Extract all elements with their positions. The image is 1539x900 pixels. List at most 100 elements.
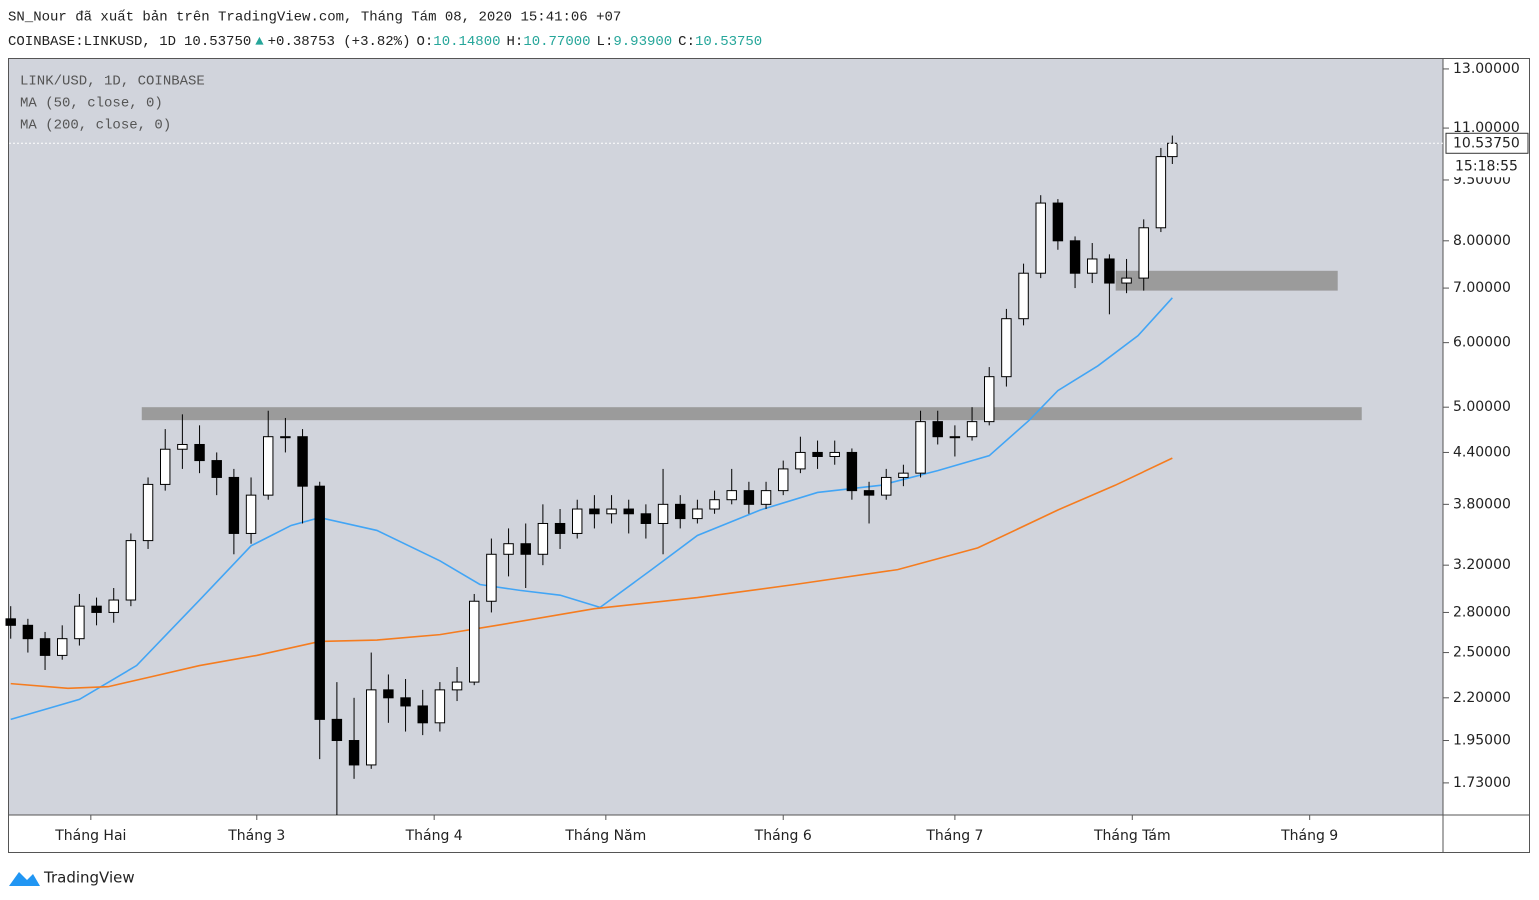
candle-body xyxy=(142,483,154,542)
price-zone xyxy=(1115,270,1338,291)
x-tick-label: Tháng 7 xyxy=(925,828,983,844)
candle-body xyxy=(881,476,892,496)
candle-body xyxy=(5,618,16,626)
ohlc-key: O: xyxy=(416,34,433,50)
y-tick-label: 1.73000 xyxy=(1453,775,1511,791)
candle-body xyxy=(606,508,617,515)
x-tick-label: Tháng 4 xyxy=(405,828,463,844)
last: 10.53750 xyxy=(184,34,251,50)
candle-body xyxy=(709,499,720,510)
x-tick-label: Tháng Tám xyxy=(1093,828,1171,844)
candle-body xyxy=(1104,258,1115,284)
candle-body xyxy=(39,638,51,656)
y-tick-label: 2.50000 xyxy=(1453,645,1511,661)
candle-body xyxy=(1035,202,1046,274)
candle-body xyxy=(280,436,291,439)
plot xyxy=(5,135,1362,815)
y-tick-label: 2.80000 xyxy=(1453,604,1511,620)
candle-body xyxy=(468,600,480,683)
candle-body xyxy=(846,451,858,492)
arrow: ▲ xyxy=(255,34,264,50)
candle-body xyxy=(1167,142,1178,158)
candle-body xyxy=(400,697,411,707)
candle-body xyxy=(91,605,102,613)
ohlc-key: C: xyxy=(678,34,695,50)
candle-body xyxy=(554,522,566,534)
ohlc-value: 10.53750 xyxy=(695,34,762,50)
candle-body xyxy=(726,490,737,501)
candle-body xyxy=(1052,202,1064,242)
candle-body xyxy=(159,448,171,485)
candle-body xyxy=(1069,240,1081,274)
candle-body xyxy=(125,540,137,601)
candle-body xyxy=(1121,277,1132,284)
candle-body xyxy=(74,605,85,640)
candle-body xyxy=(1018,272,1029,320)
candle-body xyxy=(56,638,68,656)
y-tick-label: 3.20000 xyxy=(1453,557,1511,573)
candle-body xyxy=(417,705,428,724)
y-tick-label: 3.80000 xyxy=(1453,496,1511,512)
y-tick-label: 1.95000 xyxy=(1453,733,1511,749)
candle-body xyxy=(829,451,840,457)
candle-body xyxy=(108,599,119,613)
y-tick-label: 8.00000 xyxy=(1453,233,1511,249)
candle-body xyxy=(348,740,360,766)
x-tick-label: Tháng Năm xyxy=(564,828,646,844)
candle-body xyxy=(262,436,274,496)
legend-main: LINK/USD, 1D, COINBASE xyxy=(20,74,205,90)
candle-body xyxy=(898,472,909,478)
legend-ma50: MA (50, close, 0) xyxy=(20,96,163,112)
candle-body xyxy=(915,421,926,474)
publish-line: SN_Nour đã xuất bản trên TradingView.com… xyxy=(8,9,621,26)
y-tick-label: 11.00000 xyxy=(1453,120,1520,136)
candle-body xyxy=(383,689,394,699)
candle-body xyxy=(451,681,463,691)
candle-body xyxy=(675,503,686,520)
y-tick-label: 5.00000 xyxy=(1453,399,1511,415)
chart-frame xyxy=(8,58,1530,853)
candle-body xyxy=(743,490,755,505)
candle-body xyxy=(177,443,188,450)
candle-body xyxy=(640,513,652,524)
y-tick-label: 2.20000 xyxy=(1453,690,1511,706)
candle-body xyxy=(365,689,377,766)
x-tick-label: Tháng 9 xyxy=(1280,828,1338,844)
y-tick-label: 7.00000 xyxy=(1453,280,1511,296)
ma-line xyxy=(10,457,1173,690)
x-tick-label: Tháng 6 xyxy=(754,828,812,844)
candle-body xyxy=(623,508,634,515)
candle-body xyxy=(692,508,703,520)
candle-body xyxy=(966,421,978,438)
time-axis xyxy=(9,815,1443,852)
ohlc-key: L: xyxy=(597,34,614,50)
last-price-box xyxy=(1445,132,1529,154)
candle-body xyxy=(434,689,446,724)
ohlc-value: 9.93900 xyxy=(613,34,672,50)
ohlc-value: 10.14800 xyxy=(433,34,500,50)
candle-body xyxy=(228,476,240,534)
symbol: COINBASE:LINKUSD, 1D xyxy=(8,34,176,50)
candle-body xyxy=(589,508,600,515)
candle-body xyxy=(949,436,961,439)
candle-body xyxy=(1001,318,1012,378)
y-tick-label: 4.40000 xyxy=(1453,444,1511,460)
logo-icon xyxy=(9,872,40,886)
candle-body xyxy=(657,503,669,524)
candle-body xyxy=(486,553,497,602)
candle-body xyxy=(760,490,772,505)
candle-body xyxy=(984,376,995,423)
tv-logo: TradingView xyxy=(9,869,135,887)
last-price-label: 10.53750 xyxy=(1453,135,1520,151)
candle-body xyxy=(331,718,343,742)
candle-body xyxy=(245,494,257,534)
change: +0.38753 (+3.82%) xyxy=(268,34,411,50)
countdown: 15:18:55 xyxy=(1455,158,1518,174)
ohlc-value: 10.77000 xyxy=(523,34,590,50)
legend-ma200: MA (200, close, 0) xyxy=(20,118,171,134)
y-tick-label: 13.00000 xyxy=(1453,61,1520,77)
brand: TradingView xyxy=(43,869,135,887)
candle-body xyxy=(795,451,806,470)
y-tick-label: 6.00000 xyxy=(1453,335,1511,351)
